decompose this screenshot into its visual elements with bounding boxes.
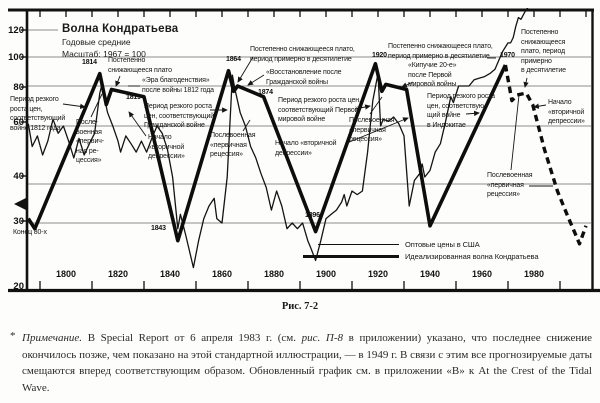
y-axis-label-80: 80 (13, 82, 24, 93)
x-axis-label-1960: 1960 (471, 269, 493, 279)
year-marker-1864: 1864 (226, 56, 241, 63)
leader-line-17 (533, 103, 547, 109)
footnote: * Примечание. В Special Report от 6 апре… (8, 330, 592, 396)
legend-label: Оптовые цены в США (405, 240, 480, 249)
annotation-text: «Восстановление после Гражданской войны (266, 69, 342, 86)
idealized-wave-line (28, 61, 508, 243)
x-axis-label-1900: 1900 (315, 269, 337, 279)
leader-line-13 (369, 96, 383, 115)
y-axis-label-30: 30 (13, 216, 24, 227)
footnote-text: Примечание. В Special Report от 6 апреля… (22, 332, 592, 394)
chart-canvas (8, 8, 600, 293)
legend-item-wholesale-prices: Оптовые цены в США (318, 240, 480, 249)
year-marker-1814: 1814 (82, 59, 97, 66)
annotation-leader-lines (62, 56, 553, 187)
annotation-text: Конец 80-х (13, 229, 47, 236)
leader-line-3 (90, 93, 103, 118)
annotation-text: Постепенно снижающееся плато, период при… (521, 29, 566, 74)
annotation-text: Постепенно снижающееся плато, период при… (388, 43, 493, 60)
leader-line-18 (510, 94, 520, 171)
leader-line-16 (523, 77, 529, 88)
y-axis-label-60: 60 (13, 117, 24, 128)
x-axis-label-1980: 1980 (523, 269, 545, 279)
year-marker-1819: 1819 (126, 94, 141, 101)
leader-line-10 (242, 119, 251, 132)
annotation-text: Начало «вторичной депрессии» (148, 134, 185, 160)
wave-start-edge-marker (14, 198, 26, 210)
chart-frame (8, 8, 600, 293)
wholesale-prices-line (28, 8, 529, 269)
thick-line-swatch (303, 255, 399, 258)
legend-item-idealized-wave: Идеализированная волна Кондратьева (303, 252, 539, 261)
annotation-text: «Кипучие 20-е» после Первой мировой войн… (408, 62, 457, 88)
y-axis-label-120: 120 (8, 25, 24, 36)
x-axis-label-1820: 1820 (107, 269, 129, 279)
annotation-text: Послевоенная «первичная рецессия» (487, 172, 533, 198)
x-axis-label-1860: 1860 (211, 269, 233, 279)
annotation-text: Начало «вторичной депрессии» (548, 99, 585, 125)
y-axis-label-20: 20 (13, 281, 24, 292)
leader-line-11 (346, 117, 409, 144)
leader-line-0 (115, 75, 121, 87)
leader-line-5 (128, 111, 147, 137)
leader-line-12 (401, 81, 414, 88)
annotation-text: Постепенно снижающееся плато (108, 57, 172, 74)
year-marker-1920: 1920 (372, 52, 387, 59)
year-marker-1874: 1874 (258, 89, 273, 96)
annotation-text: После- военная «первич- ная ре- цессия» (76, 119, 104, 164)
footnote-italic-fragment: рис. П-8 (301, 332, 343, 344)
chart-subtitle-averages: Годовые средние (62, 37, 131, 47)
year-marker-1970: 1970 (500, 52, 515, 59)
x-axis-label-1940: 1940 (419, 269, 441, 279)
legend-label: Идеализированная волна Кондратьева (405, 252, 539, 261)
annotation-text: Послевоенная «первичная рецессия» (210, 132, 256, 158)
x-axis-label-1800: 1800 (55, 269, 77, 279)
footnote-fragment: В Special Report от 6 апреля 1983 г. (см… (82, 332, 302, 344)
footnote-italic-fragment: Примечание. (22, 332, 83, 344)
chart-title: Волна Кондратьева (62, 23, 179, 35)
figure-caption: Рис. 7-2 (281, 301, 319, 312)
annotation-text: Постепенно снижающееся плато, период при… (250, 46, 355, 63)
x-axis-label-1880: 1880 (263, 269, 285, 279)
footnote-asterisk: * (10, 330, 16, 342)
annotation-text: Начало «вторичной депрессии» (275, 140, 337, 157)
y-axis-label-100: 100 (8, 52, 24, 63)
data-series (28, 8, 588, 269)
annotation-text: Период резкого роста цен, соответствующи… (278, 97, 361, 123)
annotation-text: Послевоенная «первичная рецессия» (349, 117, 395, 143)
leader-line-7 (237, 56, 254, 83)
leader-line-14 (465, 110, 480, 117)
footnote-fragment: в приложении) указано, что последнее сни… (22, 332, 592, 394)
gridlines (28, 29, 591, 224)
x-axis-label-1920: 1920 (367, 269, 389, 279)
x-axis-label-1840: 1840 (159, 269, 181, 279)
year-marker-1843: 1843 (151, 225, 166, 232)
annotation-text: Период резкого роста цен, соответствующи… (144, 103, 215, 129)
annotation-text: Период резкого роста цен, соответствую- … (427, 93, 495, 129)
thin-line-swatch (318, 244, 399, 245)
year-marker-1896: 1896 (305, 212, 320, 219)
idealized-wave-forecast-dashed-line (503, 64, 588, 246)
annotation-text: Период резкого роста цен, соответствующи… (10, 96, 66, 132)
leader-line-9 (354, 104, 371, 110)
y-axis-label-40: 40 (13, 171, 24, 182)
annotation-text: «Эра благоденствия» после войны 1812 год… (142, 77, 214, 94)
chart-subtitle-scale: Масштаб: 1967 = 100 (62, 48, 146, 59)
leader-line-8 (247, 74, 265, 86)
leader-line-2 (62, 103, 86, 110)
